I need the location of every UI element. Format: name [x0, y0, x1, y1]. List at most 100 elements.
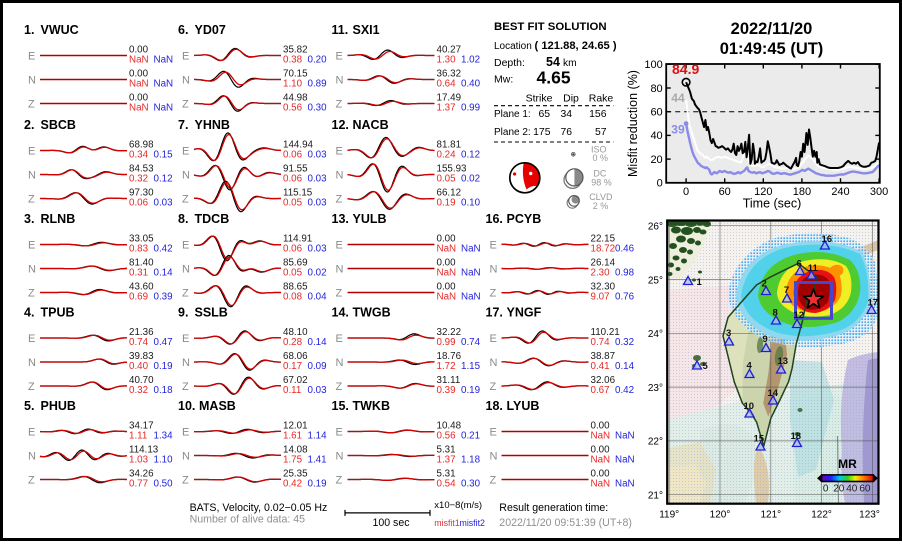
svg-text:0.89: 0.89	[308, 79, 327, 90]
svg-text:33.05: 33.05	[129, 233, 154, 244]
svg-text:10.48: 10.48	[437, 420, 462, 431]
svg-text:Z: Z	[336, 287, 343, 299]
svg-text:2: 2	[762, 279, 767, 290]
svg-text:1.10: 1.10	[283, 79, 303, 90]
svg-text:0.03: 0.03	[308, 385, 328, 396]
svg-text:NaN: NaN	[615, 431, 635, 442]
svg-text:BATS, Velocity, 0.02−0.05 Hz: BATS, Velocity, 0.02−0.05 Hz	[190, 502, 328, 514]
svg-text:0.24: 0.24	[437, 150, 457, 161]
svg-text:E: E	[28, 145, 35, 157]
svg-text:1.15: 1.15	[461, 361, 481, 372]
svg-text:TPUB: TPUB	[41, 306, 75, 320]
svg-text:Z: Z	[28, 98, 35, 110]
svg-text:54: 54	[546, 55, 560, 69]
svg-text:Plane 2:: Plane 2:	[494, 127, 531, 138]
svg-text:0.18: 0.18	[154, 385, 174, 396]
svg-text:0.14: 0.14	[615, 361, 635, 372]
svg-text:1.30: 1.30	[437, 55, 457, 66]
svg-text:NaN: NaN	[615, 479, 635, 490]
svg-text:N: N	[182, 169, 190, 181]
svg-text:01:49:45 (UT): 01:49:45 (UT)	[720, 40, 824, 58]
svg-text:34.17: 34.17	[129, 420, 154, 431]
svg-text:0.04: 0.04	[308, 292, 328, 303]
svg-text:N: N	[490, 357, 498, 369]
svg-text:0.12: 0.12	[461, 150, 480, 161]
svg-text:N: N	[336, 357, 344, 369]
svg-text:40: 40	[650, 130, 662, 142]
svg-text:NaN: NaN	[129, 103, 149, 114]
svg-text:10: 10	[744, 401, 755, 412]
svg-text:TWKB: TWKB	[353, 399, 391, 413]
svg-text:32.30: 32.30	[591, 281, 616, 292]
svg-text:8.: 8.	[178, 212, 188, 226]
svg-text:N: N	[28, 357, 36, 369]
svg-text:TDCB: TDCB	[195, 212, 230, 226]
svg-text:66.12: 66.12	[437, 187, 462, 198]
svg-text:N: N	[28, 169, 36, 181]
svg-text:0.67: 0.67	[591, 385, 610, 396]
svg-text:misfit2: misfit2	[460, 518, 486, 528]
svg-text:E: E	[490, 333, 497, 345]
svg-text:1.41: 1.41	[308, 455, 327, 466]
svg-text:21°: 21°	[648, 491, 663, 502]
svg-text:0.99: 0.99	[461, 103, 480, 114]
svg-text:25.35: 25.35	[283, 468, 308, 479]
svg-text:1.14: 1.14	[308, 431, 328, 442]
svg-text:Z: Z	[28, 287, 35, 299]
svg-text:Z: Z	[182, 381, 189, 393]
svg-text:0.56: 0.56	[437, 431, 457, 442]
svg-text:100 sec: 100 sec	[372, 517, 410, 529]
svg-text:MR: MR	[838, 457, 857, 471]
svg-text:1.02: 1.02	[461, 55, 480, 66]
svg-text:Strike: Strike	[526, 93, 553, 105]
svg-text:Z: Z	[28, 193, 35, 205]
svg-text:22°: 22°	[648, 437, 663, 448]
svg-text:40.70: 40.70	[129, 375, 154, 386]
svg-text:81.40: 81.40	[129, 257, 154, 268]
svg-text:0.05: 0.05	[283, 268, 303, 279]
svg-text:NaN: NaN	[154, 103, 174, 114]
svg-text:0.74: 0.74	[591, 337, 611, 348]
svg-text:YULB: YULB	[353, 212, 387, 226]
svg-text:ISO: ISO	[591, 144, 607, 154]
svg-text:SXI1: SXI1	[353, 23, 380, 37]
svg-text:Z: Z	[336, 381, 343, 393]
svg-text:PCYB: PCYB	[507, 212, 542, 226]
svg-text:E: E	[336, 426, 343, 438]
svg-text:NaN: NaN	[154, 55, 174, 66]
svg-text:0.05: 0.05	[437, 174, 457, 185]
svg-text:E: E	[28, 50, 35, 62]
svg-text:76: 76	[560, 127, 572, 138]
svg-text:0.46: 0.46	[615, 244, 635, 255]
svg-text:Z: Z	[490, 474, 497, 486]
svg-text:32.06: 32.06	[591, 375, 616, 386]
svg-text:0.00: 0.00	[591, 444, 611, 455]
svg-text:NaN: NaN	[461, 268, 481, 279]
svg-text:0.64: 0.64	[437, 79, 457, 90]
svg-text:N: N	[490, 450, 498, 462]
svg-text:5.: 5.	[24, 399, 34, 413]
svg-text:SBCB: SBCB	[41, 118, 76, 132]
svg-text:1.37: 1.37	[437, 103, 456, 114]
svg-text:13: 13	[778, 356, 789, 367]
svg-text:15.: 15.	[332, 399, 349, 413]
svg-text:BEST FIT SOLUTION: BEST FIT SOLUTION	[494, 21, 607, 33]
svg-text:3: 3	[726, 328, 731, 339]
svg-text:x10−8(m/s): x10−8(m/s)	[434, 500, 482, 511]
svg-text:6: 6	[797, 259, 802, 270]
svg-text:VWUC: VWUC	[41, 23, 79, 37]
svg-text:1.11: 1.11	[129, 431, 147, 442]
svg-text:84.9: 84.9	[672, 61, 699, 77]
svg-text:TWGB: TWGB	[353, 306, 391, 320]
svg-text:Z: Z	[182, 287, 189, 299]
svg-text:Z: Z	[490, 287, 497, 299]
svg-text:0.14: 0.14	[154, 268, 174, 279]
svg-text:E: E	[182, 145, 189, 157]
svg-text:PHUB: PHUB	[41, 399, 76, 413]
svg-text:240: 240	[831, 186, 849, 198]
svg-text:7.: 7.	[178, 118, 188, 132]
svg-text:0.03: 0.03	[308, 244, 328, 255]
svg-text:N: N	[28, 263, 36, 275]
svg-text:39: 39	[671, 123, 685, 137]
svg-text:16: 16	[822, 234, 833, 245]
